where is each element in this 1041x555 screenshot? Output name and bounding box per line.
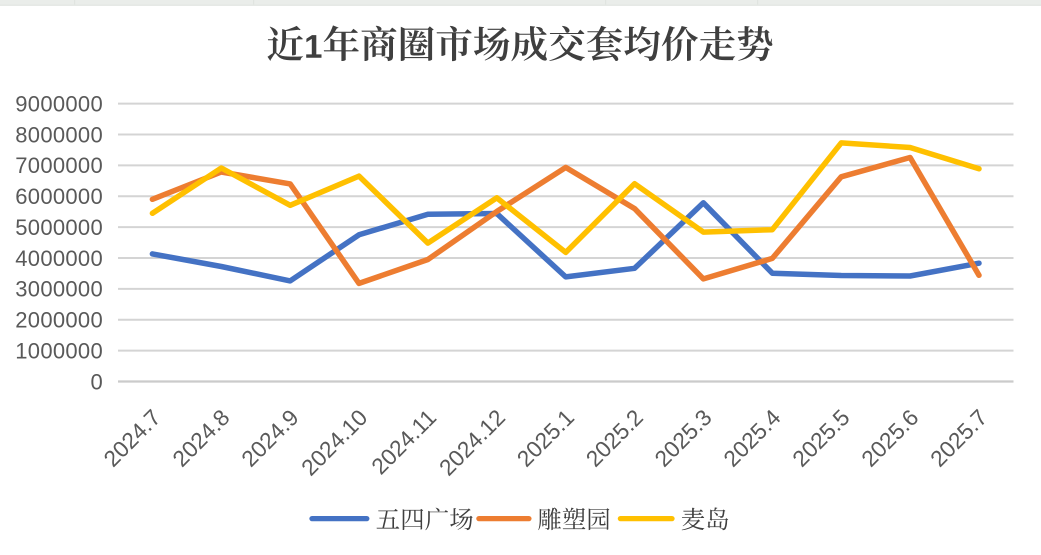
svg-text:3000000: 3000000	[15, 277, 103, 302]
svg-text:8000000: 8000000	[15, 122, 103, 147]
svg-text:0: 0	[90, 369, 103, 394]
svg-text:6000000: 6000000	[15, 184, 103, 209]
svg-text:2000000: 2000000	[15, 308, 103, 333]
svg-text:9000000: 9000000	[15, 92, 103, 117]
svg-text:1000000: 1000000	[15, 338, 103, 363]
svg-text:7000000: 7000000	[15, 153, 103, 178]
svg-text:5000000: 5000000	[15, 215, 103, 240]
svg-text:4000000: 4000000	[15, 246, 103, 271]
